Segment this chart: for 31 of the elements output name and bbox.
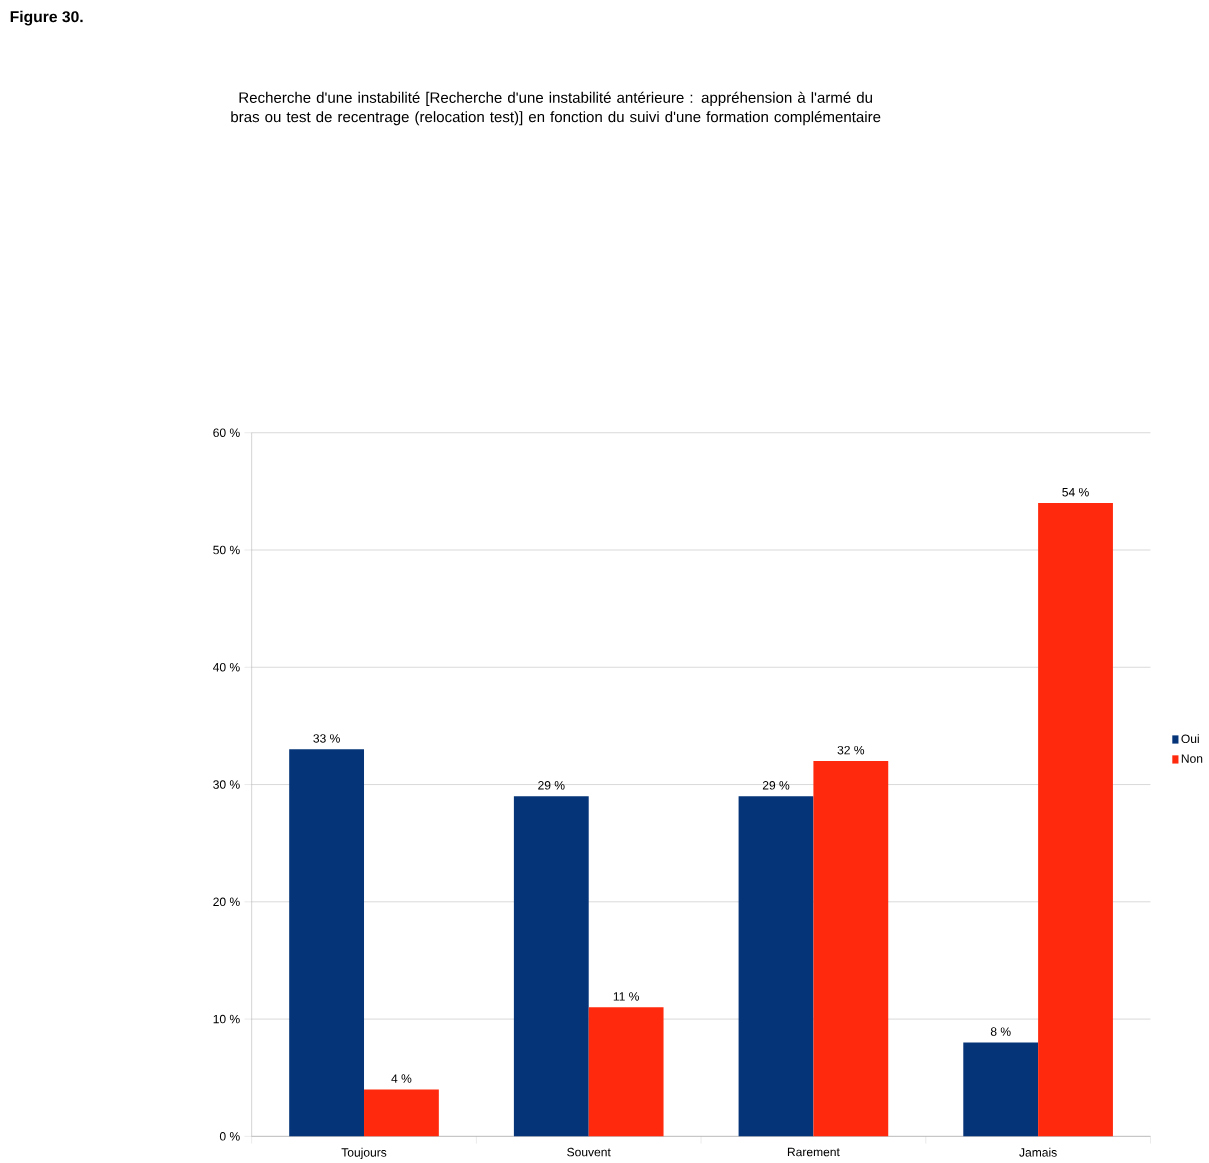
y-tick-label: 60 % (213, 428, 240, 437)
data-label: 29 % (538, 781, 565, 790)
data-label: 4 % (391, 1074, 412, 1083)
legend-label: Oui (1181, 734, 1199, 744)
data-label: 8 % (990, 1027, 1011, 1036)
bar (1038, 503, 1113, 1137)
bar (813, 761, 889, 1137)
chart-subtitle: Recherche d'une instabilité [Recherche d'une instabilité antérieure : appréhension à l'armé du bras ou test de recentrage (relocation test)] en fonction du suivi d'une formation complémentaire (231, 91, 881, 126)
bar (738, 796, 814, 1137)
x-tick-label: Jamais (1019, 1147, 1057, 1157)
bar (513, 796, 589, 1137)
data-label: 29 % (762, 781, 790, 790)
bar (963, 1042, 1039, 1137)
y-tick-label: 20 % (213, 897, 240, 907)
data-label: 11 % (613, 992, 639, 1001)
x-tick-label: Toujours (341, 1147, 387, 1160)
y-tick-label: 30 % (213, 780, 240, 789)
y-tick-label: 10 % (213, 1014, 240, 1024)
bar (289, 749, 365, 1137)
data-label: 32 % (837, 745, 865, 755)
data-label: 54 % (1062, 487, 1089, 497)
y-tick-label: 0 % (219, 1132, 240, 1141)
data-label: 33 % (313, 734, 340, 743)
y-tick-label: 40 % (213, 662, 240, 672)
bar (588, 1007, 664, 1137)
bar (364, 1089, 439, 1137)
x-tick-label: Souvent (567, 1147, 611, 1157)
x-tick-label: Rarement (787, 1147, 840, 1157)
y-tick-label: 50 % (213, 545, 240, 555)
legend-label: Non (1181, 754, 1203, 763)
text: Figure 30. (10, 10, 83, 26)
